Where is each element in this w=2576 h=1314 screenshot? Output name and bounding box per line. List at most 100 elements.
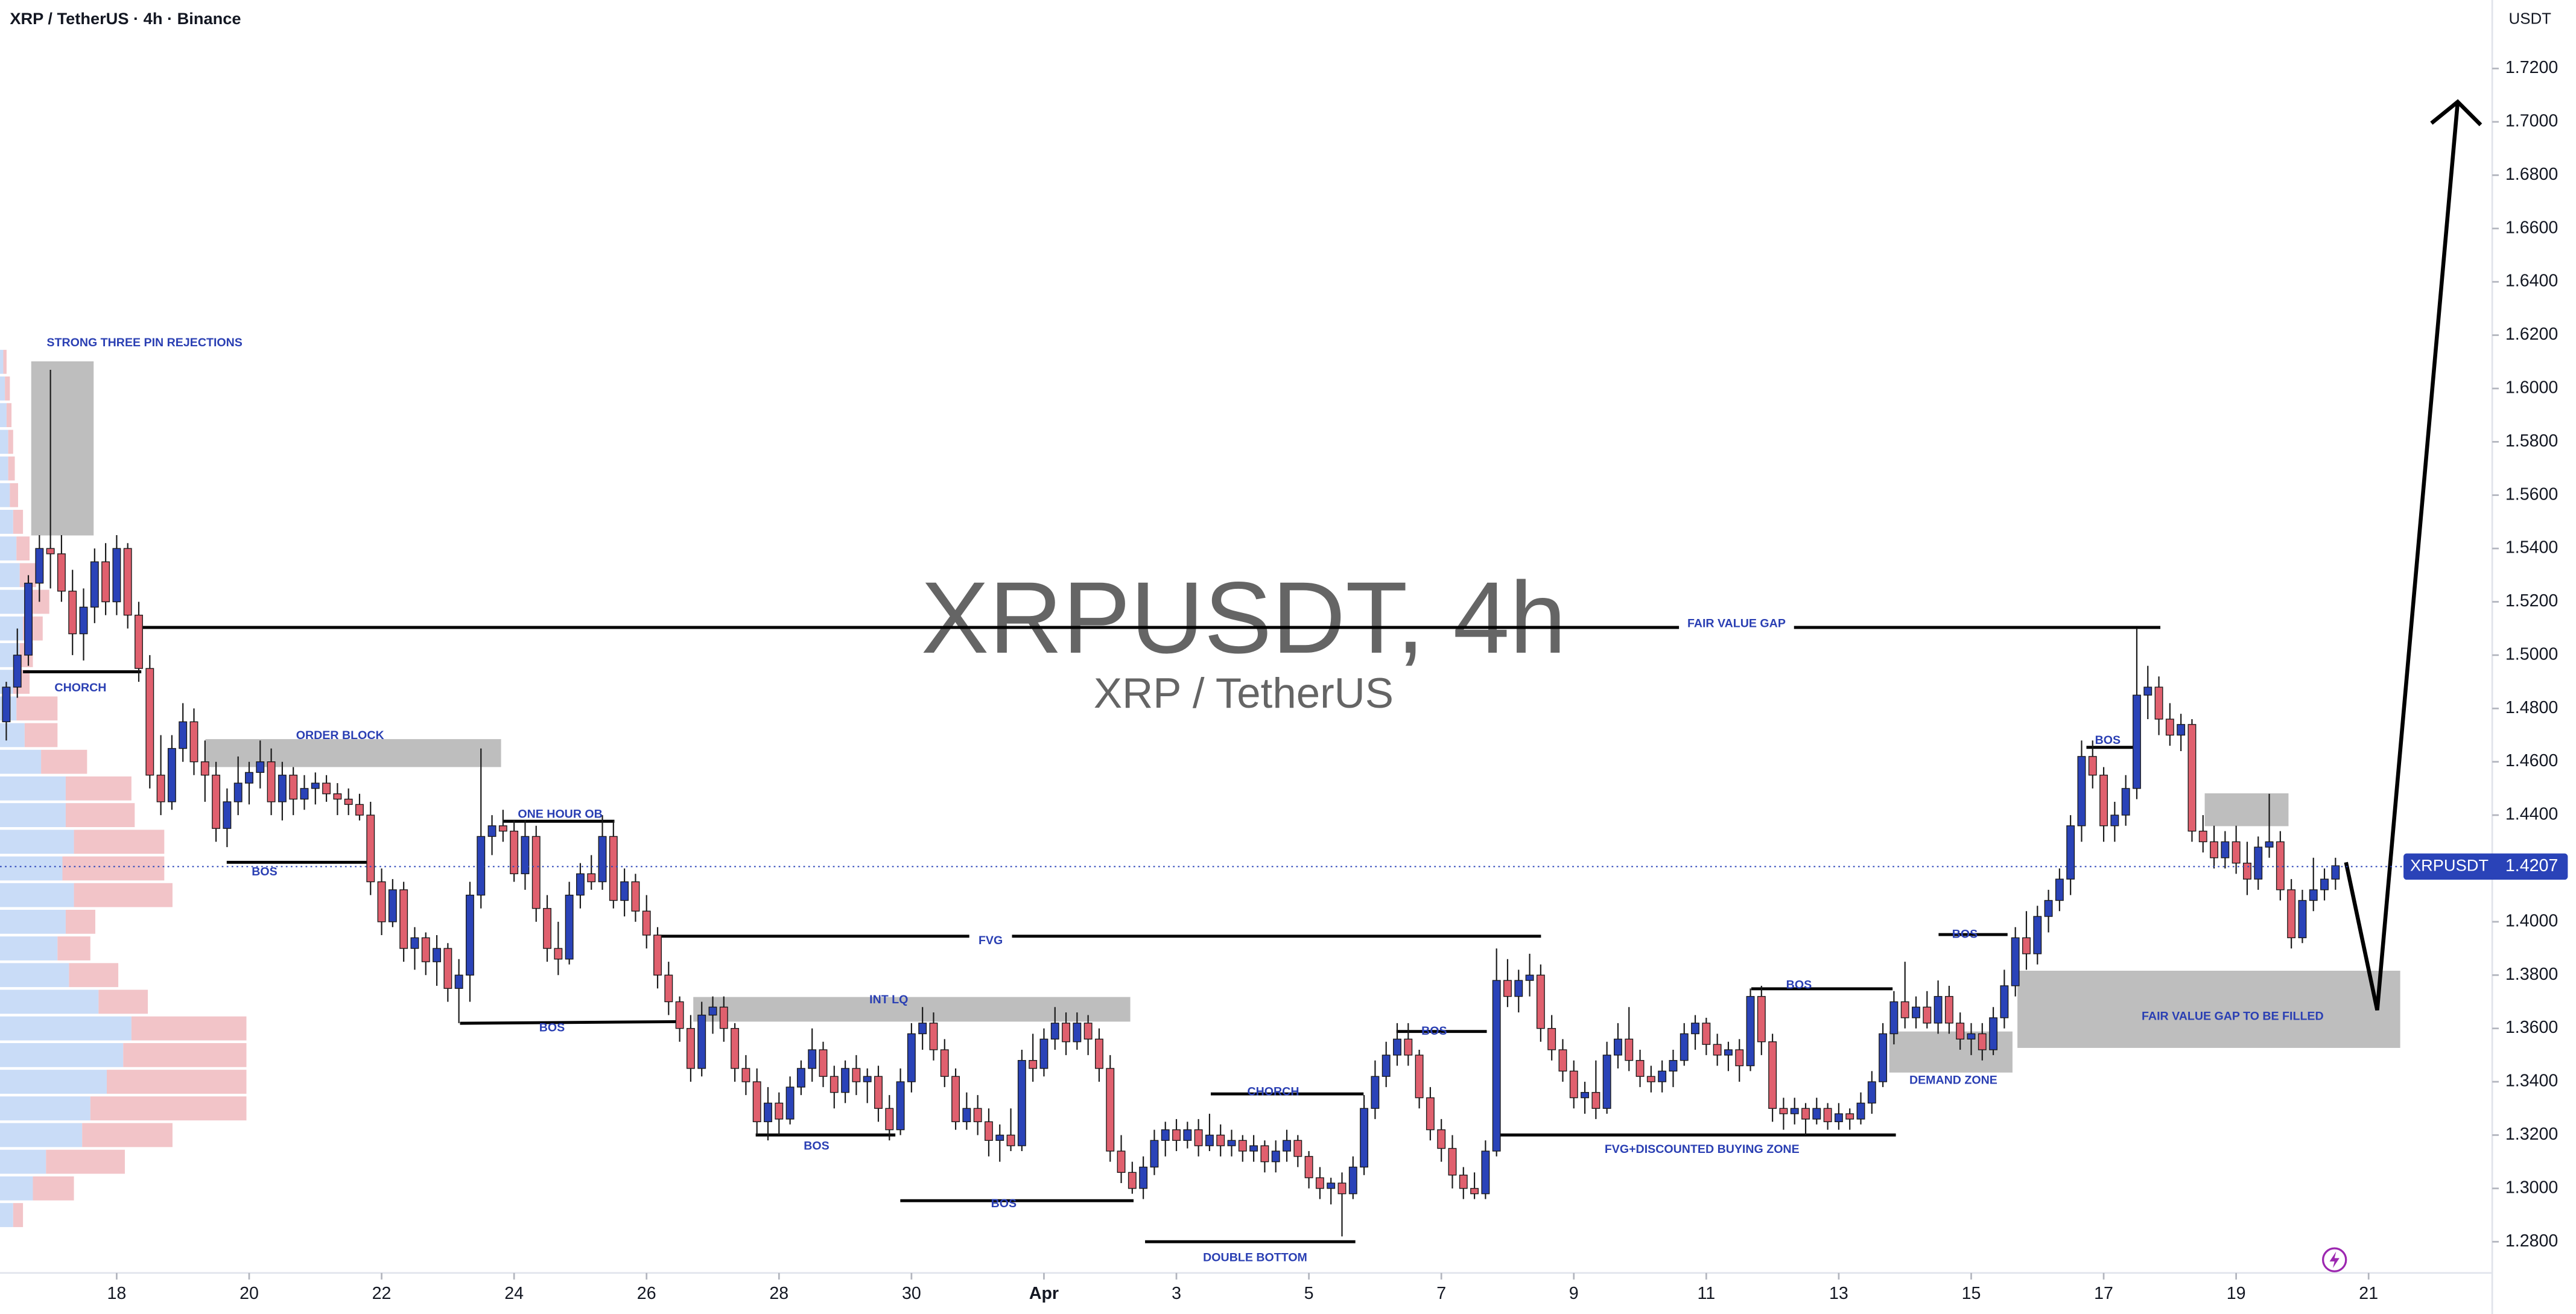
- candle-body: [366, 814, 375, 883]
- candle-body: [466, 894, 474, 976]
- alert-circle[interactable]: [2321, 1247, 2347, 1272]
- candle-body: [1161, 1129, 1170, 1141]
- annotation-label: BOS: [539, 1021, 565, 1034]
- vp-sell-bar: [65, 803, 135, 827]
- candle-body: [311, 782, 320, 789]
- vp-sell-bar: [8, 430, 13, 454]
- vp-sell-bar: [6, 403, 12, 428]
- vp-sell-bar: [16, 696, 58, 721]
- candle-body: [1062, 1023, 1070, 1043]
- vp-buy-bar: [0, 723, 25, 747]
- candle-body: [1238, 1140, 1247, 1152]
- candle-body: [1183, 1129, 1192, 1141]
- alert-bolt[interactable]: [2329, 1251, 2340, 1268]
- candle-body: [2298, 900, 2307, 939]
- y-tick-label: 1.7200: [2505, 58, 2558, 77]
- candle-body: [2331, 865, 2340, 880]
- x-tick-label: 28: [769, 1284, 788, 1303]
- candle-body: [112, 548, 121, 603]
- candle-body: [344, 798, 353, 805]
- candle-body: [1117, 1151, 1126, 1173]
- candle-body: [2133, 694, 2141, 789]
- candle-body: [1459, 1175, 1468, 1189]
- candle-body: [1635, 1060, 1645, 1077]
- candle-body: [1426, 1097, 1435, 1131]
- header-title: XRP / TetherUS · 4h · Binance: [10, 9, 241, 28]
- vp-sell-bar: [62, 856, 165, 881]
- candle-body: [46, 548, 55, 554]
- vp-buy-bar: [0, 776, 66, 801]
- candle-body: [223, 801, 232, 829]
- candle-body: [896, 1081, 905, 1131]
- vp-buy-bar: [0, 1043, 124, 1067]
- candle-body: [985, 1121, 993, 1141]
- annotation-labels: STRONG THREE PIN REJECTIONS CHORCH ORDER B…: [46, 336, 2323, 1264]
- candle-body: [2265, 841, 2274, 848]
- candle-body: [1669, 1060, 1678, 1072]
- candle-body: [587, 873, 596, 883]
- x-tick-label: 11: [1697, 1284, 1715, 1303]
- candle-body: [819, 1049, 828, 1077]
- candle-body: [741, 1068, 750, 1082]
- x-tick-label: 21: [2359, 1284, 2378, 1303]
- candle-body: [697, 1014, 706, 1069]
- watermark-subtitle: XRP / TetherUS: [1094, 670, 1394, 717]
- candle-body: [708, 1006, 717, 1016]
- x-tick-label: Apr: [1029, 1284, 1059, 1303]
- y-tick-label: 1.3800: [2505, 965, 2558, 984]
- candle-body: [189, 721, 198, 763]
- candle-body: [1768, 1041, 1777, 1109]
- vp-sell-bar: [74, 883, 173, 907]
- candle-body: [1680, 1033, 1689, 1061]
- candle-body: [13, 655, 22, 688]
- candle-body: [1492, 980, 1501, 1152]
- candle-body: [962, 1108, 971, 1123]
- x-tick-label: 15: [1962, 1284, 1981, 1303]
- candle-body: [1602, 1055, 1611, 1109]
- candle-body: [212, 775, 221, 829]
- y-tick-label: 1.5800: [2505, 431, 2558, 451]
- candles: [2, 370, 2340, 1237]
- candle-body: [2099, 775, 2108, 827]
- vp-sell-bar: [123, 1043, 247, 1067]
- candle-body: [90, 561, 99, 608]
- candle-body: [1912, 1006, 1920, 1018]
- y-tick-label: 1.6000: [2505, 378, 2558, 397]
- y-tick-label: 1.3600: [2505, 1018, 2558, 1037]
- y-tick-label: 1.6400: [2505, 271, 2558, 291]
- annotation-label: DEMAND ZONE: [1909, 1074, 1997, 1087]
- y-tick-label: 1.3000: [2505, 1178, 2558, 1197]
- candle-body: [1569, 1070, 1578, 1099]
- candle-body: [1646, 1076, 1655, 1082]
- candle-body: [1944, 995, 1953, 1024]
- candle-body: [2154, 687, 2163, 720]
- vp-sell-bar: [8, 456, 15, 481]
- candle-body: [123, 548, 132, 616]
- candle-body: [1757, 995, 1766, 1043]
- candle-body: [410, 937, 419, 949]
- candle-body: [1172, 1129, 1181, 1141]
- candle-body: [1735, 1049, 1744, 1067]
- vp-buy-bar: [0, 510, 13, 534]
- drawings: [23, 99, 2482, 1243]
- zone-box: [2017, 970, 2400, 1048]
- vp-buy-bar: [0, 349, 4, 374]
- y-tick-label: 1.4400: [2505, 805, 2558, 824]
- candle-body: [1283, 1140, 1291, 1152]
- alert-icon[interactable]: [2321, 1247, 2347, 1272]
- y-tick-label: 1.6600: [2505, 218, 2558, 237]
- annotation-line: [460, 1020, 677, 1025]
- vp-buy-bar: [0, 936, 58, 960]
- candle-body: [1360, 1108, 1369, 1168]
- candle-body: [686, 1027, 695, 1069]
- candle-body: [179, 721, 188, 749]
- y-tick-label: 1.5400: [2505, 538, 2558, 557]
- candle-body: [675, 1001, 684, 1029]
- candle-body: [1746, 995, 1755, 1067]
- x-tick-label: 17: [2094, 1284, 2113, 1303]
- candle-body: [2011, 937, 2020, 986]
- vp-sell-bar: [131, 1016, 247, 1041]
- candle-body: [1073, 1023, 1082, 1043]
- vp-buy-bar: [0, 1096, 90, 1121]
- candle-body: [1327, 1182, 1336, 1189]
